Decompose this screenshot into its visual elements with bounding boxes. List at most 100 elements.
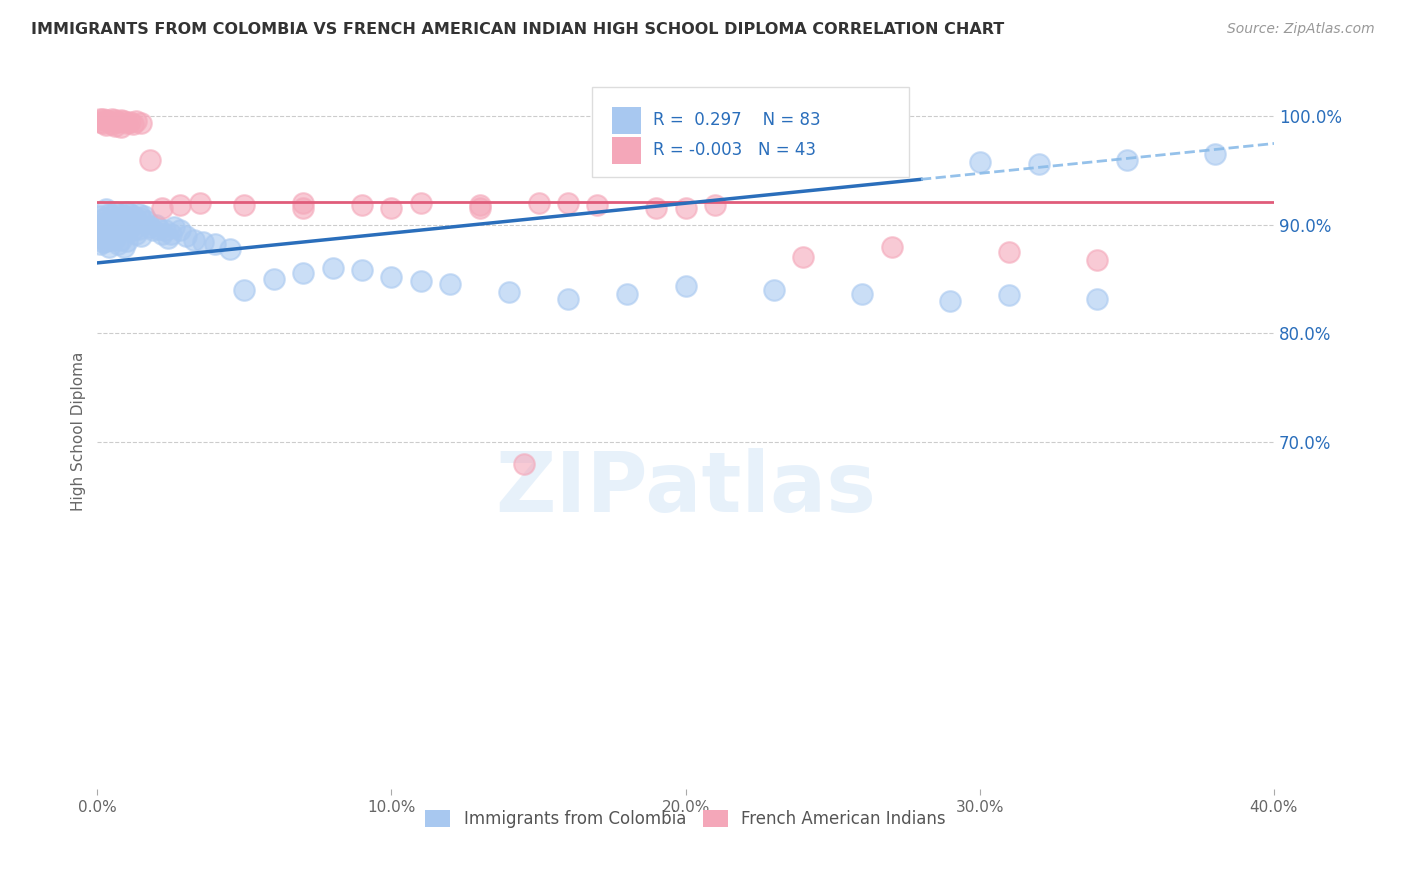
- Point: [107, 237, 129, 252]
- Point: [851, 287, 873, 301]
- Point: [183, 233, 205, 247]
- Point: [969, 155, 991, 169]
- Point: [322, 261, 344, 276]
- Text: IMMIGRANTS FROM COLOMBIA VS FRENCH AMERICAN INDIAN HIGH SCHOOL DIPLOMA CORRELATI: IMMIGRANTS FROM COLOMBIA VS FRENCH AMERI…: [31, 22, 1004, 37]
- Point: [96, 216, 118, 230]
- Point: [1087, 252, 1109, 267]
- Point: [998, 245, 1021, 260]
- Point: [104, 112, 127, 127]
- Point: [131, 211, 153, 226]
- Point: [124, 113, 146, 128]
- Point: [292, 201, 315, 215]
- Point: [112, 239, 135, 253]
- Point: [110, 207, 132, 221]
- Point: [586, 198, 609, 212]
- Point: [98, 239, 121, 253]
- Point: [675, 278, 697, 293]
- Point: [121, 117, 143, 131]
- Point: [101, 112, 124, 126]
- Point: [188, 196, 211, 211]
- Point: [174, 228, 197, 243]
- Point: [121, 223, 143, 237]
- Point: [557, 292, 579, 306]
- Point: [91, 220, 114, 235]
- Point: [292, 266, 315, 280]
- Point: [89, 115, 111, 129]
- Point: [101, 117, 124, 131]
- Point: [128, 207, 150, 221]
- Point: [939, 293, 962, 308]
- Point: [150, 227, 173, 241]
- Point: [792, 251, 814, 265]
- Point: [131, 116, 153, 130]
- Point: [89, 209, 111, 223]
- Point: [110, 220, 132, 235]
- Point: [124, 212, 146, 227]
- FancyBboxPatch shape: [612, 136, 641, 164]
- Point: [115, 234, 138, 248]
- Point: [169, 223, 191, 237]
- Point: [513, 457, 536, 471]
- Point: [352, 198, 374, 212]
- Point: [498, 285, 520, 300]
- Text: R =  0.297    N = 83: R = 0.297 N = 83: [652, 112, 820, 129]
- Point: [91, 228, 114, 243]
- Point: [89, 112, 111, 126]
- Point: [409, 274, 432, 288]
- Point: [115, 205, 138, 219]
- Point: [98, 227, 121, 241]
- Point: [128, 222, 150, 236]
- Point: [101, 209, 124, 223]
- Point: [193, 235, 215, 250]
- Point: [104, 216, 127, 230]
- Point: [1115, 153, 1137, 167]
- Point: [96, 223, 118, 237]
- Point: [112, 113, 135, 128]
- Point: [233, 198, 256, 212]
- Point: [468, 201, 491, 215]
- Point: [160, 227, 183, 241]
- Point: [380, 270, 402, 285]
- Point: [107, 223, 129, 237]
- Point: [91, 212, 114, 227]
- Point: [134, 209, 156, 223]
- Point: [112, 209, 135, 223]
- Point: [104, 231, 127, 245]
- Text: R = -0.003   N = 43: R = -0.003 N = 43: [652, 141, 815, 160]
- Point: [169, 198, 191, 212]
- Point: [148, 222, 170, 236]
- Point: [1204, 147, 1226, 161]
- Point: [101, 233, 124, 247]
- Point: [1087, 292, 1109, 306]
- Point: [139, 220, 162, 235]
- Point: [115, 218, 138, 232]
- Point: [107, 211, 129, 226]
- Point: [121, 209, 143, 223]
- Point: [131, 228, 153, 243]
- Point: [110, 120, 132, 135]
- Point: [118, 220, 141, 235]
- Point: [96, 118, 118, 132]
- Point: [218, 242, 240, 256]
- Point: [352, 263, 374, 277]
- Point: [104, 119, 127, 133]
- Point: [91, 116, 114, 130]
- FancyBboxPatch shape: [612, 107, 641, 134]
- Point: [439, 277, 461, 291]
- Y-axis label: High School Diploma: High School Diploma: [72, 351, 86, 511]
- Text: ZIPatlas: ZIPatlas: [495, 448, 876, 529]
- Point: [1028, 157, 1050, 171]
- Point: [104, 205, 127, 219]
- Point: [645, 201, 668, 215]
- Point: [204, 237, 226, 252]
- Point: [91, 112, 114, 126]
- Point: [96, 202, 118, 216]
- Legend: Immigrants from Colombia, French American Indians: Immigrants from Colombia, French America…: [419, 803, 952, 835]
- Point: [98, 218, 121, 232]
- Point: [557, 196, 579, 211]
- Point: [96, 112, 118, 127]
- Point: [89, 237, 111, 252]
- Point: [124, 227, 146, 241]
- Point: [136, 213, 159, 227]
- Point: [110, 112, 132, 127]
